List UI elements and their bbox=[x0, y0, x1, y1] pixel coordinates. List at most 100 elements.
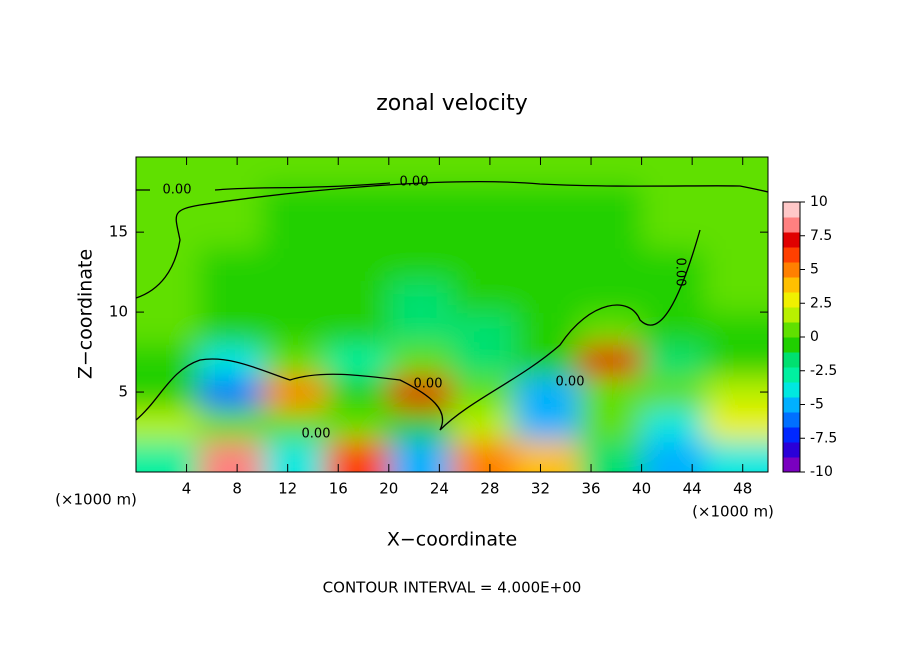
field-cell bbox=[515, 312, 580, 345]
field-cell bbox=[452, 344, 517, 377]
field-cell bbox=[641, 344, 706, 377]
x-tick-label: 48 bbox=[733, 480, 752, 498]
field-cell bbox=[452, 408, 517, 441]
contour-label: 0.00 bbox=[302, 427, 331, 442]
colorbar-swatch bbox=[783, 442, 800, 458]
field-cell bbox=[325, 376, 390, 409]
field-cell bbox=[136, 248, 201, 281]
colorbar-swatch bbox=[783, 397, 800, 413]
field-cell bbox=[262, 157, 327, 185]
field-cell bbox=[262, 344, 327, 377]
field-cell bbox=[388, 408, 453, 441]
field-cell bbox=[641, 216, 706, 249]
contour-line bbox=[135, 181, 769, 299]
field-cell bbox=[578, 280, 643, 313]
field-cell bbox=[388, 184, 453, 217]
colorbar-swatch bbox=[783, 337, 800, 353]
field-cell bbox=[136, 376, 201, 409]
colorbar-tick-label: 7.5 bbox=[810, 228, 832, 244]
colorbar-swatch bbox=[783, 232, 800, 248]
field-cell bbox=[641, 157, 706, 185]
x-axis-label: X−coordinate bbox=[387, 529, 517, 551]
y-tick-label: 10 bbox=[109, 303, 128, 321]
x-tick-label: 28 bbox=[480, 480, 499, 498]
field-cell bbox=[578, 312, 643, 345]
field-cell bbox=[641, 440, 706, 472]
colorbar-swatch bbox=[783, 247, 800, 263]
field-cell bbox=[578, 440, 643, 472]
field bbox=[136, 157, 768, 472]
plot-frame bbox=[135, 156, 769, 473]
field-cell bbox=[199, 280, 264, 313]
field-cell bbox=[199, 248, 264, 281]
colorbar-tick-label: -10 bbox=[810, 464, 833, 480]
y-tick-label: 15 bbox=[109, 223, 128, 241]
colorbar-swatch bbox=[783, 292, 800, 308]
field-cell bbox=[452, 440, 517, 472]
colorbar-tick-label: 0 bbox=[810, 329, 819, 345]
field-cell bbox=[704, 440, 768, 472]
contour-label: 0.00 bbox=[556, 375, 585, 390]
field-cell bbox=[199, 408, 264, 441]
contour-line bbox=[135, 229, 701, 431]
field-cell bbox=[515, 440, 580, 472]
colorbar-swatch bbox=[783, 457, 800, 473]
field-cell bbox=[325, 216, 390, 249]
field-cell bbox=[262, 248, 327, 281]
field-cell bbox=[262, 216, 327, 249]
field-cell bbox=[641, 280, 706, 313]
x-unit-label: (×1000 m) bbox=[55, 491, 137, 509]
field-cell bbox=[262, 312, 327, 345]
contour-label: 0.00 bbox=[673, 258, 688, 287]
colorbar-swatch bbox=[783, 412, 800, 428]
colorbar-tick-label: -2.5 bbox=[810, 363, 837, 379]
x-tick-label: 12 bbox=[278, 480, 297, 498]
field-cell bbox=[641, 312, 706, 345]
field-cell bbox=[515, 184, 580, 217]
y-tick-label: 5 bbox=[118, 383, 128, 401]
field-cell bbox=[704, 280, 768, 313]
field-cell bbox=[641, 184, 706, 217]
field-cell bbox=[578, 376, 643, 409]
contour-label: 0.00 bbox=[400, 175, 429, 190]
field-cell bbox=[325, 344, 390, 377]
field-cell bbox=[388, 280, 453, 313]
field-cell bbox=[136, 280, 201, 313]
field-cell bbox=[388, 376, 453, 409]
field-cell bbox=[515, 157, 580, 185]
colorbar-swatch bbox=[783, 202, 800, 218]
x-tick-label: 4 bbox=[182, 480, 192, 498]
field-cell bbox=[136, 408, 201, 441]
field-cell bbox=[578, 408, 643, 441]
field-cell bbox=[388, 344, 453, 377]
colorbar-swatch bbox=[783, 307, 800, 323]
field-cell bbox=[136, 157, 201, 185]
x-tick-label: 16 bbox=[329, 480, 348, 498]
field-cell bbox=[452, 312, 517, 345]
field-cell bbox=[704, 216, 768, 249]
field-cell bbox=[136, 344, 201, 377]
field-cell bbox=[704, 376, 768, 409]
x-tick-label: 8 bbox=[232, 480, 242, 498]
colorbar-swatch bbox=[783, 277, 800, 293]
colorbar-swatch bbox=[783, 382, 800, 398]
field-cell bbox=[704, 157, 768, 185]
field-cell bbox=[515, 344, 580, 377]
contour-label: 0.00 bbox=[414, 377, 443, 392]
x-tick-label: 40 bbox=[632, 480, 651, 498]
field-cell bbox=[325, 184, 390, 217]
colorbar-tick-label: 2.5 bbox=[810, 295, 832, 311]
field-cell bbox=[136, 216, 201, 249]
chart-title: zonal velocity bbox=[376, 91, 528, 116]
field-cell bbox=[578, 248, 643, 281]
field-cell bbox=[325, 312, 390, 345]
field-cell bbox=[452, 216, 517, 249]
colorbar-tick-label: -7.5 bbox=[810, 430, 837, 446]
field-cells bbox=[136, 157, 768, 472]
colorbar-swatch bbox=[783, 367, 800, 383]
colorbar-swatch bbox=[783, 217, 800, 233]
subtitle: CONTOUR INTERVAL = 4.000E+00 bbox=[323, 579, 582, 597]
x-tick-label: 24 bbox=[430, 480, 449, 498]
field-cell bbox=[578, 344, 643, 377]
field-cell bbox=[578, 157, 643, 185]
